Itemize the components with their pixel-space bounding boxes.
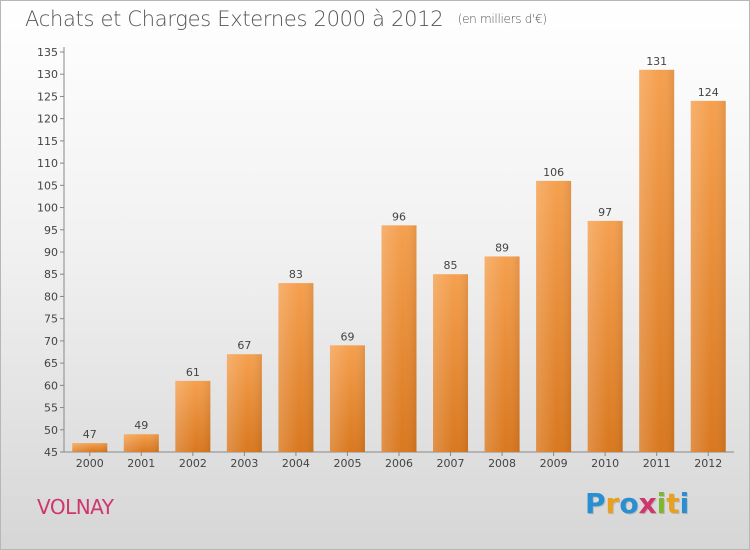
bar-value-label: 67 <box>237 339 251 352</box>
bar-sheen-2000 <box>72 443 108 452</box>
bar-value-label: 124 <box>698 86 719 99</box>
bar-value-label: 96 <box>392 210 406 223</box>
brand-letter: r <box>605 487 620 520</box>
brand-letter: P <box>585 487 606 520</box>
y-tick-label: 85 <box>44 268 58 281</box>
y-tick-label: 105 <box>37 179 58 192</box>
bar-value-label: 97 <box>598 206 612 219</box>
bar-value-label: 131 <box>646 55 667 68</box>
bar-value-label: 47 <box>83 428 97 441</box>
x-tick-label: 2006 <box>385 457 413 470</box>
bar-value-label: 69 <box>340 330 354 343</box>
bar-value-label: 83 <box>289 268 303 281</box>
y-tick-label: 125 <box>37 90 58 103</box>
brand-letter: t <box>666 487 680 520</box>
x-tick-label: 2012 <box>694 457 722 470</box>
x-tick-label: 2000 <box>76 457 104 470</box>
bars <box>72 69 726 453</box>
bar-sheen-2011 <box>639 69 675 453</box>
y-tick-label: 75 <box>44 313 58 326</box>
bar-value-label: 85 <box>444 259 458 272</box>
y-tick-label: 45 <box>44 446 58 459</box>
brand-letter: o <box>619 487 639 520</box>
bar-sheen-2002 <box>175 380 211 452</box>
y-tick-label: 80 <box>44 290 58 303</box>
brand-letter: i <box>679 487 690 520</box>
bar-value-label: 89 <box>495 241 509 254</box>
bar-sheen-2001 <box>123 434 159 452</box>
y-tick-label: 110 <box>37 157 58 170</box>
y-tick-label: 95 <box>44 224 58 237</box>
y-tick-label: 50 <box>44 424 58 437</box>
bar-sheen-2007 <box>433 274 469 452</box>
y-tick-label: 60 <box>44 379 58 392</box>
y-tick-label: 130 <box>37 68 58 81</box>
x-tick-label: 2011 <box>643 457 671 470</box>
x-axis: 2000 2001 2002 2003 2004 2005 2006 2007 2008 2009… <box>64 451 734 470</box>
bar-sheen-2009 <box>536 180 572 452</box>
y-tick-label: 120 <box>37 113 58 126</box>
y-tick-label: 100 <box>37 202 58 215</box>
brand-letter: x <box>638 487 657 520</box>
bar-value-label: 61 <box>186 366 200 379</box>
x-tick-label: 2001 <box>127 457 155 470</box>
bar-value-label: 106 <box>543 166 564 179</box>
x-tick-label: 2002 <box>179 457 207 470</box>
x-tick-label: 2008 <box>488 457 516 470</box>
bar-sheen-2010 <box>587 220 623 452</box>
x-tick-label: 2009 <box>540 457 568 470</box>
bar-value-label: 49 <box>134 419 148 432</box>
y-tick-label: 65 <box>44 357 58 370</box>
x-tick-label: 2005 <box>333 457 361 470</box>
y-tick-label: 115 <box>37 135 58 148</box>
x-tick-label: 2010 <box>591 457 619 470</box>
x-tick-label: 2004 <box>282 457 310 470</box>
bar-sheen-2005 <box>329 345 365 452</box>
y-tick-label: 55 <box>44 402 58 415</box>
bar-labels: 47 49 61 67 83 69 96 85 89 106 97 131 124 <box>83 55 719 441</box>
brand-letter: i <box>656 487 667 520</box>
chart-title: Achats et Charges Externes 2000 à 2012 <box>25 7 444 31</box>
y-tick-label: 135 <box>37 46 58 59</box>
y-tick-label: 90 <box>44 246 58 259</box>
y-tick-label: 70 <box>44 335 58 348</box>
x-tick-label: 2003 <box>230 457 258 470</box>
bar-sheen-2004 <box>278 283 314 452</box>
location-name: VOLNAY <box>37 495 114 519</box>
bar-sheen-2008 <box>484 256 520 452</box>
bar-sheen-2003 <box>226 354 262 452</box>
x-tick-label: 2007 <box>437 457 465 470</box>
y-axis: 45 50 55 60 65 70 75 80 85 90 95 100 105 110 115 120 125… <box>37 46 65 459</box>
chart-title-line: Achats et Charges Externes 2000 à 2012 (… <box>25 7 547 31</box>
bar-sheen-2012 <box>690 100 726 452</box>
chart-subtitle: (en milliers d'€) <box>457 12 547 26</box>
bar-sheen-2006 <box>381 225 417 452</box>
proxiti-logo[interactable]: Proxiti <box>585 487 689 520</box>
